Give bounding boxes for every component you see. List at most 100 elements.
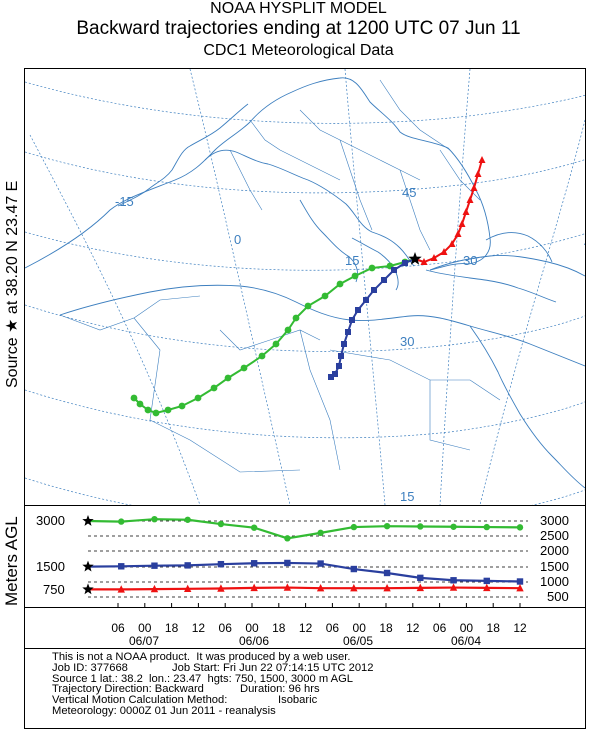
start-star bbox=[82, 515, 94, 526]
trajectory-point bbox=[448, 240, 456, 247]
height-series-point bbox=[483, 523, 490, 531]
trajectory-point bbox=[336, 363, 342, 369]
trajectory-point bbox=[470, 184, 478, 191]
source-star bbox=[408, 252, 422, 265]
grid-labels: -15 0 15 30 45 30 30 15 45 bbox=[115, 185, 597, 504]
grid-label: 0 bbox=[234, 232, 241, 247]
info-duration: Duration: 96 hrs bbox=[240, 683, 320, 696]
height-series-line bbox=[87, 518, 521, 540]
date-label: 06/06 bbox=[239, 634, 269, 648]
height-series-point bbox=[516, 524, 524, 531]
height-series-point bbox=[449, 583, 458, 591]
height-series-point bbox=[350, 565, 358, 573]
info-vmotion-value: Isobaric bbox=[278, 694, 318, 707]
grid-label: 30 bbox=[400, 334, 414, 349]
height-series-point bbox=[383, 522, 391, 530]
trajectory-point bbox=[304, 302, 312, 310]
height-series-point bbox=[250, 560, 258, 567]
trajectory-point bbox=[336, 280, 344, 288]
height-series-line bbox=[87, 561, 521, 583]
height-gridlines bbox=[88, 520, 528, 598]
height-series-point bbox=[184, 516, 191, 523]
trajectory-point bbox=[178, 402, 186, 410]
right-tick-label: 3000 bbox=[540, 513, 569, 528]
height-series-point bbox=[184, 562, 191, 569]
borders bbox=[59, 79, 501, 473]
trajectory-line bbox=[330, 258, 416, 378]
trajectory-point bbox=[349, 317, 355, 323]
height-series-point bbox=[217, 560, 225, 568]
grid-label: 45 bbox=[584, 235, 597, 250]
coastlines bbox=[25, 77, 585, 489]
right-tick-label: 2000 bbox=[540, 543, 569, 558]
start-star bbox=[82, 560, 94, 572]
info-source: Source 1 lat.: 38.2 lon.: 23.47 hgts: 75… bbox=[52, 672, 354, 685]
info-direction-row: Trajectory Direction: Backward Duration: … bbox=[52, 684, 373, 695]
title-line-2: Backward trajectories ending at 1200 UTC… bbox=[76, 18, 521, 39]
date-label: 06/04 bbox=[451, 634, 481, 648]
height-series-point bbox=[283, 583, 292, 591]
lat-lon-grid bbox=[25, 69, 585, 505]
trajectory-line bbox=[414, 159, 483, 264]
trajectory-point bbox=[292, 314, 300, 322]
trajectory-point bbox=[371, 287, 377, 293]
trajectory-point bbox=[345, 329, 351, 335]
height-series-point bbox=[483, 583, 491, 592]
map-trajectories bbox=[130, 156, 486, 417]
height-series-point bbox=[217, 520, 225, 528]
x-tick-label: 06 bbox=[433, 621, 447, 635]
height-series-point bbox=[151, 515, 158, 523]
map-area: -15 0 15 30 45 30 30 15 45 bbox=[25, 69, 597, 505]
trajectory-point bbox=[420, 258, 428, 265]
x-tick-label: 12 bbox=[192, 621, 206, 635]
height-series-line bbox=[88, 586, 521, 591]
height-series-point bbox=[516, 583, 524, 592]
trajectory-point bbox=[351, 272, 359, 280]
info-job-row: Job ID: 377668 Job Start: Fri Jun 22 07:1… bbox=[52, 661, 374, 674]
start-star bbox=[82, 583, 94, 595]
height-series-point bbox=[417, 574, 424, 582]
x-tick-label: 06 bbox=[326, 621, 340, 635]
x-tick-label: 06 bbox=[111, 621, 125, 635]
info-vmotion: Vertical Motion Calculation Method: bbox=[52, 694, 228, 707]
height-series-point bbox=[250, 524, 258, 531]
info-job-start: Job Start: Fri Jun 22 07:14:15 UTC 2012 bbox=[172, 661, 374, 674]
trajectory-point bbox=[284, 326, 292, 334]
height-series-point bbox=[316, 583, 325, 592]
trajectory-point bbox=[152, 409, 160, 417]
trajectory-point bbox=[440, 248, 448, 255]
trajectory-point bbox=[328, 374, 334, 380]
trajectory-point bbox=[478, 156, 486, 163]
grid-label: -15 bbox=[115, 194, 134, 209]
grid-label: 15 bbox=[345, 253, 359, 268]
date-label: 06/05 bbox=[343, 634, 373, 648]
height-series-point bbox=[317, 529, 324, 537]
height-series-point bbox=[317, 560, 324, 567]
height-series-point bbox=[450, 577, 457, 584]
height-series-point bbox=[117, 585, 125, 593]
height-series-point bbox=[416, 583, 425, 592]
map-frame bbox=[24, 68, 586, 506]
height-series-point bbox=[350, 583, 358, 592]
height-series-point bbox=[450, 523, 457, 530]
x-tick-label: 00 bbox=[460, 621, 474, 635]
x-tick-label: 12 bbox=[299, 621, 313, 635]
grid-label: 30 bbox=[463, 253, 477, 268]
x-tick-label: 18 bbox=[487, 621, 501, 635]
trajectory-point bbox=[458, 220, 466, 227]
trajectory-point bbox=[144, 406, 152, 414]
trajectory-point bbox=[462, 208, 470, 215]
left-tick-label: 1500 bbox=[36, 559, 65, 574]
trajectory-point bbox=[454, 230, 462, 237]
trajectory-point bbox=[338, 353, 344, 359]
trajectory-line bbox=[133, 258, 416, 415]
height-chart: 3000 1500 750 3000 2500 2000 1500 1000 5… bbox=[36, 513, 569, 648]
info-panel: This is not a NOAA product. It was produ… bbox=[52, 652, 373, 717]
x-tick-label: 18 bbox=[379, 621, 393, 635]
trajectory-point bbox=[381, 277, 387, 283]
height-series-point bbox=[350, 523, 358, 531]
x-tick-label: 00 bbox=[245, 621, 259, 635]
info-job-id: Job ID: 377668 bbox=[52, 661, 128, 674]
x-tick-label: 18 bbox=[272, 621, 286, 635]
right-tick-label: 1000 bbox=[540, 574, 569, 589]
